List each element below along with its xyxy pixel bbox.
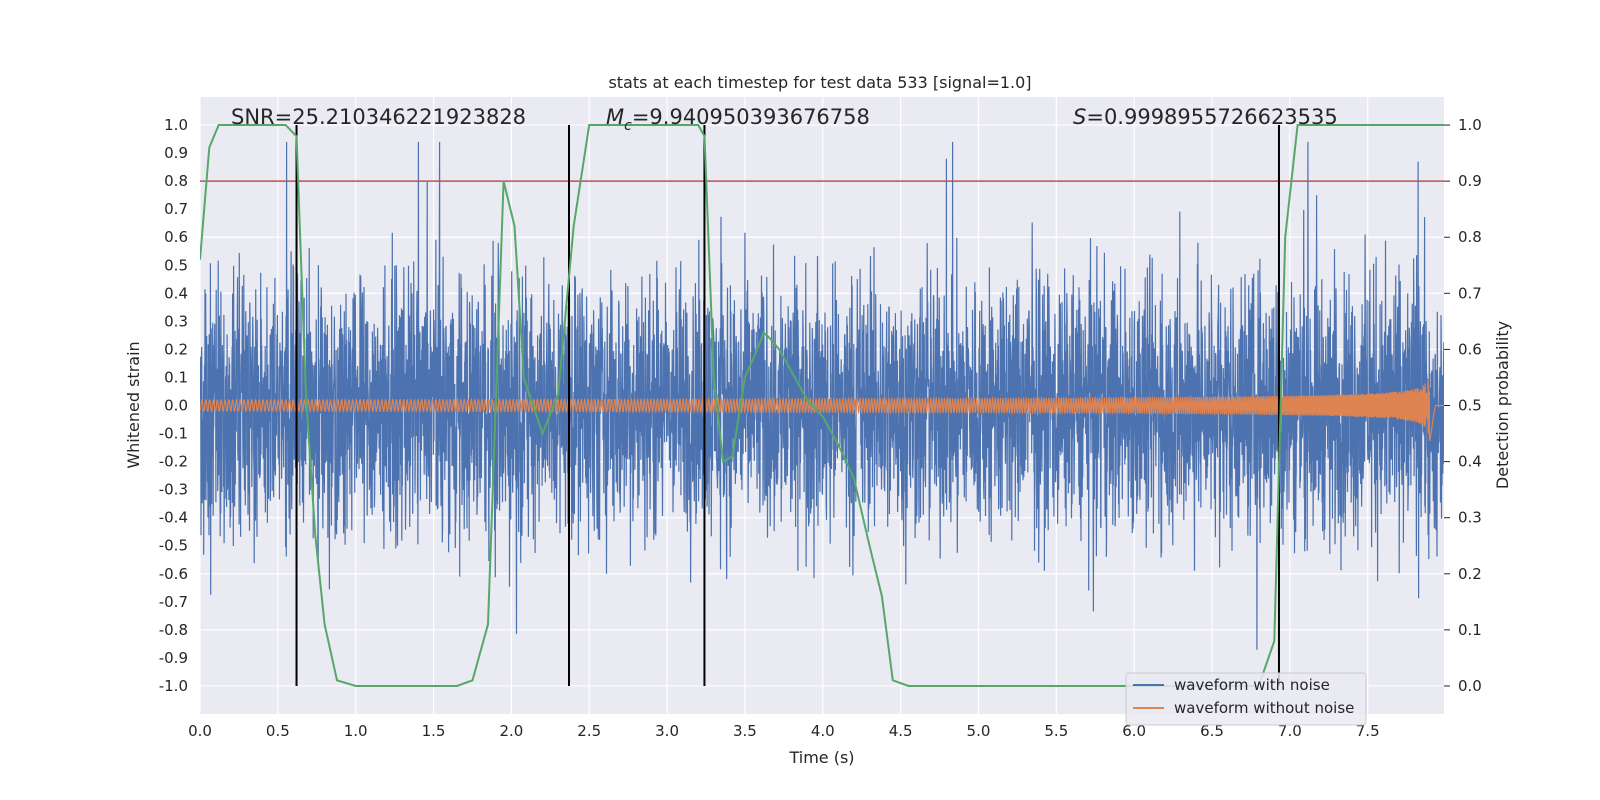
y-left-tick-label: 0.6 xyxy=(164,228,188,246)
s-annotation: S=0.9998955726623535 xyxy=(1073,105,1338,129)
x-tick-label: 2.0 xyxy=(499,722,523,740)
legend-box xyxy=(1125,672,1367,726)
y-left-tick-label: 0.9 xyxy=(164,144,188,162)
s-value: =0.9998955726623535 xyxy=(1086,105,1337,129)
y-axis-left-label: Whitened strain xyxy=(124,341,143,468)
y-left-tick-label: -0.5 xyxy=(159,537,188,555)
y-left-tick-label: -0.2 xyxy=(159,453,188,471)
legend-label-clean: waveform without noise xyxy=(1174,699,1354,717)
x-axis-ticks: 0.0 0.5 1.0 1.5 2.0 2.5 3.0 3.5 4.0 4.5 5.0 5.5 6.0 6… xyxy=(188,722,1380,740)
y-left-tick-label: 1.0 xyxy=(164,116,188,134)
y-right-tick-label: 0.3 xyxy=(1458,509,1482,527)
y-left-tick-label: 0.1 xyxy=(164,368,188,386)
y-left-tick-label: -0.8 xyxy=(159,621,188,639)
series-waveform-with-noise xyxy=(200,141,1444,650)
chirp-mass-annotation: Mc=9.940950393676758 xyxy=(606,105,870,134)
x-axis-label: Time (s) xyxy=(788,748,854,767)
x-tick-label: 3.0 xyxy=(655,722,679,740)
y-left-tick-label: 0.7 xyxy=(164,200,188,218)
y-axis-left-ticks: 1.0 0.9 0.8 0.7 0.6 0.5 0.4 0.3 0.2 0.1 0.0 -0.1 -0.… xyxy=(159,116,188,695)
y-left-tick-label: -0.6 xyxy=(159,565,188,583)
y-right-tick-label: 0.0 xyxy=(1458,677,1482,695)
snr-annotation: SNR=25.210346221923828 xyxy=(231,105,526,129)
y-left-tick-label: 0.4 xyxy=(164,284,188,302)
y-left-tick-label: -0.4 xyxy=(159,509,188,527)
chirp-mass-subscript: c xyxy=(624,118,632,134)
y-axis-right-label: Detection probability xyxy=(1493,321,1512,489)
x-tick-label: 3.5 xyxy=(733,722,757,740)
y-left-tick-label: -0.3 xyxy=(159,481,188,499)
y-right-tick-label: 0.5 xyxy=(1458,397,1482,415)
chirp-mass-value: =9.940950393676758 xyxy=(632,105,870,129)
y-left-tick-label: 0.8 xyxy=(164,172,188,190)
chart-title: stats at each timestep for test data 533… xyxy=(608,73,1031,92)
y-axis-right-ticks: 1.0 0.9 0.8 0.7 0.6 0.5 0.4 0.3 0.2 0.1 0.0 xyxy=(1444,116,1482,695)
x-tick-label: 2.5 xyxy=(577,722,601,740)
y-right-tick-label: 0.2 xyxy=(1458,565,1482,583)
x-tick-label: 0.0 xyxy=(188,722,212,740)
vertical-markers xyxy=(295,125,1280,686)
y-right-tick-label: 1.0 xyxy=(1458,116,1482,134)
y-right-tick-label: 0.9 xyxy=(1458,172,1482,190)
y-left-tick-label: 0.3 xyxy=(164,312,188,330)
x-tick-label: 6.0 xyxy=(1122,722,1146,740)
legend: waveform with noise waveform without noi… xyxy=(1125,672,1367,726)
legend-label-noise: waveform with noise xyxy=(1174,676,1330,694)
y-right-tick-label: 0.4 xyxy=(1458,453,1482,471)
plot-area xyxy=(200,124,1444,687)
y-right-tick-label: 0.8 xyxy=(1458,228,1482,246)
x-tick-label: 1.0 xyxy=(344,722,368,740)
x-tick-label: 4.5 xyxy=(889,722,913,740)
x-tick-label: 7.5 xyxy=(1356,722,1380,740)
y-left-tick-label: 0.5 xyxy=(164,256,188,274)
x-tick-label: 7.0 xyxy=(1278,722,1302,740)
y-left-tick-label: -0.7 xyxy=(159,593,188,611)
y-left-tick-label: -1.0 xyxy=(159,677,188,695)
y-right-tick-label: 0.6 xyxy=(1458,340,1482,358)
x-tick-label: 5.0 xyxy=(967,722,991,740)
s-symbol: S xyxy=(1073,105,1086,129)
y-left-tick-label: -0.1 xyxy=(159,425,188,443)
y-right-tick-label: 0.7 xyxy=(1458,284,1482,302)
y-right-tick-label: 0.1 xyxy=(1458,621,1482,639)
y-left-tick-label: -0.9 xyxy=(159,649,188,667)
series-waveform-without-noise xyxy=(200,379,1444,441)
chirp-mass-symbol: M xyxy=(606,105,624,129)
y-left-tick-label: 0.0 xyxy=(164,397,188,415)
x-tick-label: 6.5 xyxy=(1200,722,1224,740)
x-tick-label: 4.0 xyxy=(811,722,835,740)
y-left-tick-label: 0.2 xyxy=(164,340,188,358)
x-tick-label: 5.5 xyxy=(1044,722,1068,740)
series-detection-probability xyxy=(200,124,1444,687)
x-tick-label: 1.5 xyxy=(422,722,446,740)
x-tick-label: 0.5 xyxy=(266,722,290,740)
